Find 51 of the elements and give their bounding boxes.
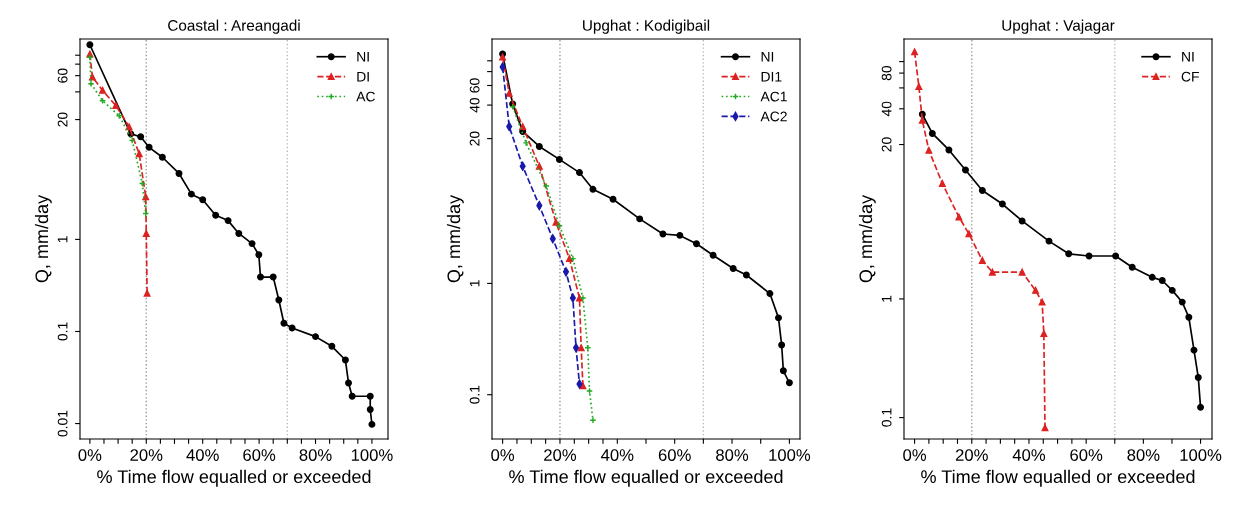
- x-tick-label: 100%: [769, 449, 811, 461]
- x-tick-label: 20%: [544, 449, 577, 461]
- x-axis-title: % Time flow equalled or exceeded: [509, 469, 783, 487]
- x-tick-label: 80%: [1127, 449, 1160, 461]
- legend-label: NI: [761, 52, 774, 62]
- x-tick-label: 40%: [186, 449, 219, 461]
- y-axis-title: Q, mm/day: [858, 194, 876, 283]
- legend-label: AC2: [760, 111, 787, 122]
- x-tick-label: 60%: [243, 449, 276, 461]
- legend-label: NI: [357, 52, 369, 62]
- legend-label: NI: [1182, 52, 1194, 62]
- x-axis-title: % Time flow equalled or exceeded: [97, 469, 371, 487]
- x-tick-label: 40%: [601, 449, 634, 461]
- x-tick-label: 20%: [130, 449, 163, 461]
- y-tick-label: 80: [881, 65, 892, 81]
- chart-title: Coastal : Areangadi: [168, 19, 300, 34]
- y-tick-label: 0.1: [57, 322, 68, 341]
- x-tick-label: 0%: [78, 449, 102, 461]
- y-tick-label: 20: [881, 137, 892, 152]
- y-tick-label: 1: [57, 236, 68, 243]
- x-tick-label: 100%: [351, 449, 393, 461]
- legend-label: DI: [357, 71, 369, 82]
- y-tick-label: 60: [57, 68, 68, 83]
- y-tick-label: 20: [469, 131, 480, 146]
- y-tick-label: 0.1: [469, 385, 480, 404]
- x-axis-title: % Time flow equalled or exceeded: [921, 469, 1195, 487]
- y-tick-label: 1: [881, 295, 892, 302]
- x-tick-label: 20%: [955, 449, 988, 461]
- legend-label: AC1: [760, 91, 787, 102]
- y-tick-label: 0.1: [881, 408, 892, 427]
- legend-label: CF: [1181, 71, 1199, 82]
- y-tick-label: 1: [469, 280, 480, 287]
- x-tick-label: 80%: [299, 449, 332, 461]
- y-tick-label: 40: [881, 101, 892, 117]
- legend-label: DI1: [761, 71, 782, 82]
- x-tick-label: 80%: [716, 449, 749, 461]
- x-tick-label: 100%: [1180, 449, 1222, 461]
- y-tick-label: 0.01: [57, 410, 68, 437]
- x-tick-label: 60%: [658, 449, 691, 461]
- x-tick-label: 0%: [491, 449, 515, 461]
- y-tick-label: 40: [469, 97, 480, 113]
- y-tick-label: 60: [469, 78, 480, 93]
- chart-title: Upghat : Vajagar: [1002, 19, 1115, 34]
- y-axis-title: Q, mm/day: [446, 194, 464, 283]
- y-tick-label: 20: [57, 112, 68, 127]
- y-axis-title: Q, mm/day: [34, 194, 52, 283]
- x-tick-label: 0%: [903, 449, 927, 461]
- x-tick-label: 60%: [1070, 449, 1103, 461]
- x-tick-label: 40%: [1012, 449, 1046, 461]
- chart-title: Upghat : Kodigibail: [583, 19, 710, 34]
- legend-label: AC: [356, 91, 375, 102]
